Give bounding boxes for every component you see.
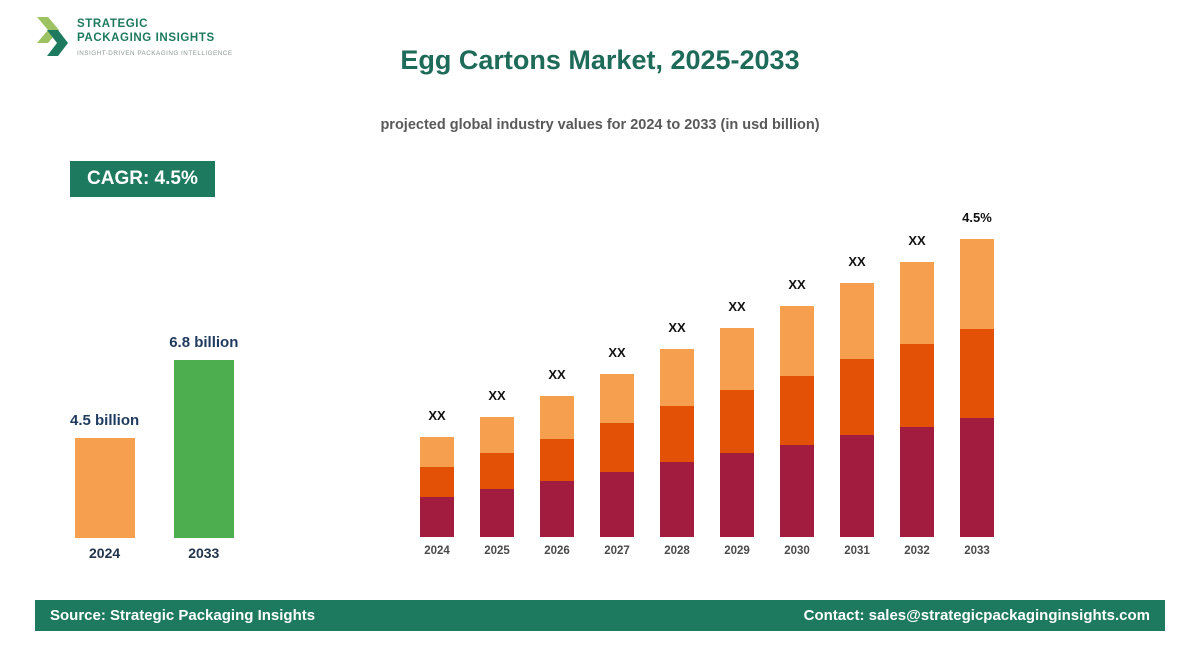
stacked-bar-year-label: 2025 (484, 545, 510, 557)
stacked-bar-group: XX 2029 (720, 299, 754, 558)
stacked-bar-top-label: XX (788, 277, 806, 292)
stacked-bar-year-label: 2031 (844, 545, 870, 557)
stacked-bar-year-label: 2029 (724, 545, 750, 557)
stacked-bar-top-label: XX (908, 233, 926, 248)
stacked-bar (600, 374, 634, 537)
mini-bar-value-label: 6.8 billion (169, 334, 239, 351)
stacked-bar-top-label: XX (608, 345, 626, 360)
stacked-bar-year-label: 2033 (964, 545, 990, 557)
stacked-bar-top-label: XX (668, 320, 686, 335)
brand-logo: STRATEGIC PACKAGING INSIGHTS INSIGHT-DRI… (35, 14, 233, 65)
segment-top (840, 283, 874, 359)
stacked-bar-group: XX 2032 (900, 233, 934, 558)
mini-bar-year-label: 2024 (89, 545, 121, 561)
stacked-bar (720, 328, 754, 537)
segment-middle (480, 453, 514, 489)
stacked-bar-group: XX 2026 (540, 367, 574, 558)
stacked-bar-year-label: 2028 (664, 545, 690, 557)
segment-top (660, 349, 694, 406)
stacked-bar (660, 349, 694, 537)
brand-name-line1: STRATEGIC (77, 18, 148, 30)
cagr-badge: CAGR: 4.5% (70, 161, 215, 197)
stacked-bar-group: XX 2030 (780, 277, 814, 558)
mini-bar (173, 360, 234, 538)
stacked-bar-group: 4.5% 2033 (960, 210, 994, 558)
segment-middle (840, 359, 874, 435)
segment-middle (660, 406, 694, 462)
stacked-bar (420, 437, 454, 537)
stacked-bar-top-label: XX (848, 254, 866, 269)
stacked-bar-year-label: 2026 (544, 545, 570, 557)
footer-bar: Source: Strategic Packaging Insights Con… (35, 600, 1165, 631)
stacked-bar (540, 396, 574, 537)
stacked-bar-group: XX 2027 (600, 345, 634, 558)
stacked-bar-year-label: 2024 (424, 545, 450, 557)
segment-middle (780, 376, 814, 445)
footer-source: Source: Strategic Packaging Insights (50, 607, 316, 624)
mini-bar-group: 6.8 billion 2033 (169, 334, 238, 560)
segment-middle (540, 439, 574, 481)
mini-bar (74, 438, 135, 538)
brand-name-line2: PACKAGING INSIGHTS (77, 32, 215, 45)
segment-bottom (540, 481, 574, 537)
chevron-logo-icon (35, 14, 69, 65)
stacked-bar-top-label: XX (548, 367, 566, 382)
stacked-bar-group: XX 2028 (660, 320, 694, 558)
segment-top (420, 437, 454, 467)
segment-middle (900, 344, 934, 427)
page-subtitle: projected global industry values for 202… (380, 117, 820, 133)
segment-bottom (420, 497, 454, 537)
stacked-bar-year-label: 2032 (904, 545, 930, 557)
page-title: Egg Cartons Market, 2025-2033 (400, 45, 800, 75)
stacked-bar-group: XX 2025 (480, 388, 514, 558)
segment-bottom (900, 427, 934, 537)
segment-middle (420, 467, 454, 497)
stacked-bar-top-label: XX (488, 388, 506, 403)
mini-bar-value-label: 4.5 billion (70, 412, 140, 429)
segment-bottom (840, 435, 874, 537)
mini-bar-group: 4.5 billion 2024 (70, 412, 139, 560)
segment-bottom (960, 418, 994, 537)
segment-middle (720, 390, 754, 453)
segment-top (720, 328, 754, 390)
stacked-bar-top-label: XX (728, 299, 746, 314)
segment-top (540, 396, 574, 439)
segment-top (900, 262, 934, 344)
stacked-bar (900, 262, 934, 537)
mini-bar-year-label: 2033 (188, 545, 220, 561)
brand-logo-text: STRATEGIC PACKAGING INSIGHTS INSIGHT-DRI… (77, 14, 233, 57)
stacked-bar (780, 306, 814, 537)
stacked-bar-group: XX 2031 (840, 254, 874, 558)
segment-top (780, 306, 814, 376)
segment-middle (600, 423, 634, 472)
segment-bottom (720, 453, 754, 537)
stacked-bar (960, 239, 994, 537)
segment-middle (960, 329, 994, 418)
segment-bottom (660, 462, 694, 537)
segment-bottom (780, 445, 814, 537)
stacked-bar-top-label: XX (428, 408, 446, 423)
segment-bottom (600, 472, 634, 537)
stacked-bar (480, 417, 514, 537)
footer-contact: Contact: sales@strategicpackaginginsight… (803, 607, 1150, 624)
segment-top (480, 417, 514, 453)
stacked-bar-chart: XX 2024 XX 2025 XX 2026 XX 2027 XX 2028 XX 2029 XX 20… (420, 208, 994, 558)
segment-top (600, 374, 634, 423)
brand-tagline: INSIGHT-DRIVEN PACKAGING INTELLIGENCE (77, 49, 233, 57)
stacked-bar-year-label: 2030 (784, 545, 810, 557)
stacked-bar-group: XX 2024 (420, 408, 454, 558)
stacked-bar (840, 283, 874, 537)
stacked-bar-top-label: 4.5% (962, 210, 992, 225)
stacked-bar-year-label: 2027 (604, 545, 630, 557)
comparison-bar-chart: 4.5 billion 2024 6.8 billion 2033 (70, 320, 238, 560)
segment-top (960, 239, 994, 329)
segment-bottom (480, 489, 514, 537)
